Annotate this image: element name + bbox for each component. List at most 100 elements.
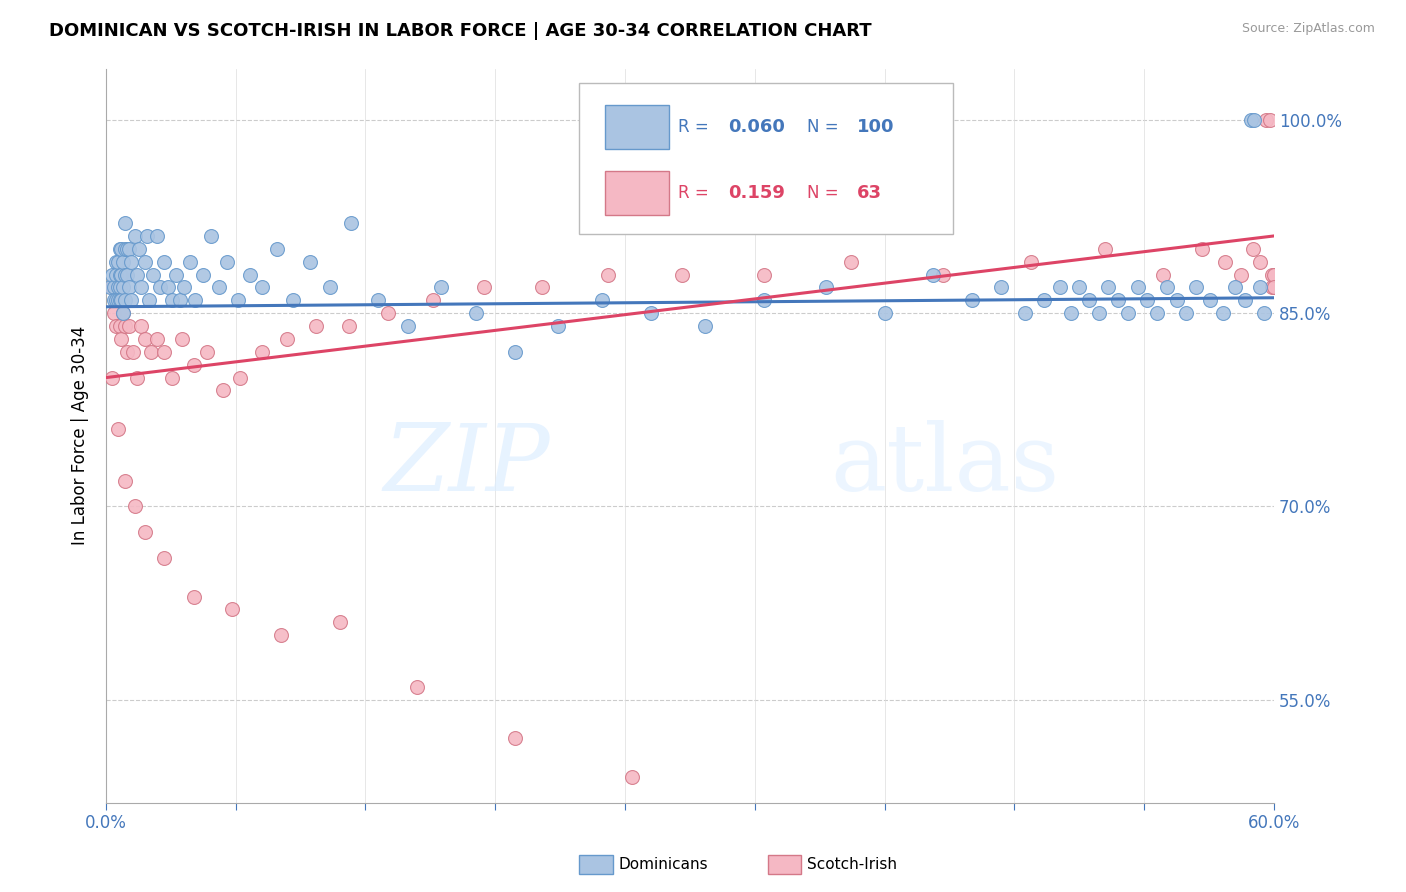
Point (104, 268, 127, 282)
Point (125, 268, 148, 282)
Point (1243, 113, 1265, 128)
FancyBboxPatch shape (605, 171, 669, 215)
Point (117, 268, 139, 282)
Point (226, 293, 249, 308)
Point (1253, 306, 1275, 320)
Point (221, 602, 243, 616)
Point (1185, 280, 1208, 294)
Point (472, 280, 495, 294)
Point (104, 254, 127, 268)
Point (124, 500, 146, 514)
Point (1249, 280, 1271, 294)
Point (169, 293, 191, 308)
Point (276, 332, 298, 346)
Point (503, 731, 526, 746)
Point (671, 268, 693, 282)
Point (1261, 280, 1284, 294)
Point (108, 268, 131, 282)
Text: 0.159: 0.159 (728, 185, 786, 202)
Point (110, 242, 132, 256)
Point (149, 280, 172, 294)
Text: Dominicans: Dominicans (619, 857, 709, 871)
Point (1213, 254, 1236, 268)
Point (193, 268, 215, 282)
Text: R =: R = (678, 185, 720, 202)
Point (107, 293, 129, 308)
Point (157, 280, 180, 294)
Point (108, 293, 131, 308)
Point (1049, 280, 1071, 294)
Point (1175, 306, 1198, 320)
Point (752, 293, 775, 308)
Point (422, 293, 444, 308)
Text: N =: N = (807, 185, 844, 202)
Point (179, 254, 201, 268)
Point (1261, 268, 1284, 282)
Point (1239, 113, 1261, 128)
Point (183, 358, 205, 372)
Point (145, 332, 167, 346)
Point (108, 242, 131, 256)
Point (124, 229, 146, 244)
Point (112, 306, 135, 320)
Text: 100: 100 (856, 119, 894, 136)
Point (1263, 268, 1285, 282)
Point (112, 306, 135, 320)
Point (1019, 254, 1042, 268)
Point (1146, 306, 1168, 320)
Point (122, 344, 145, 359)
Point (1230, 268, 1253, 282)
Point (98, 280, 121, 294)
Point (195, 344, 218, 359)
Point (1156, 280, 1178, 294)
Point (1152, 268, 1174, 282)
Point (1094, 242, 1116, 256)
Point (1126, 280, 1149, 294)
Point (873, 306, 896, 320)
Point (367, 293, 389, 308)
Point (103, 293, 125, 308)
Point (396, 319, 419, 334)
Point (1107, 293, 1129, 308)
Point (107, 422, 129, 436)
Text: ZIP: ZIP (382, 420, 550, 510)
Point (107, 293, 129, 308)
Point (299, 254, 322, 268)
Point (1033, 293, 1056, 308)
Point (138, 293, 160, 308)
Point (1212, 306, 1234, 320)
Point (114, 319, 136, 334)
Text: Scotch-Irish: Scotch-Irish (807, 857, 897, 871)
Point (142, 268, 165, 282)
Point (120, 254, 142, 268)
Point (1263, 280, 1285, 294)
Point (125, 370, 148, 384)
Point (229, 370, 252, 384)
Point (1198, 293, 1220, 308)
Point (1116, 306, 1139, 320)
Point (239, 268, 262, 282)
Point (112, 254, 135, 268)
Point (153, 344, 176, 359)
Point (547, 319, 569, 334)
Point (200, 229, 222, 244)
Point (110, 332, 132, 346)
Point (328, 615, 350, 630)
Point (1249, 254, 1271, 268)
Point (932, 268, 955, 282)
Point (160, 370, 183, 384)
Point (305, 319, 328, 334)
Point (1060, 306, 1083, 320)
Point (139, 344, 162, 359)
Point (841, 254, 863, 268)
Text: N =: N = (807, 119, 844, 136)
FancyBboxPatch shape (579, 83, 953, 234)
Point (1191, 242, 1213, 256)
Point (114, 293, 136, 308)
Point (1241, 242, 1264, 256)
Point (960, 293, 983, 308)
Point (114, 242, 136, 256)
Point (108, 280, 131, 294)
Point (118, 319, 141, 334)
Point (1078, 293, 1101, 308)
